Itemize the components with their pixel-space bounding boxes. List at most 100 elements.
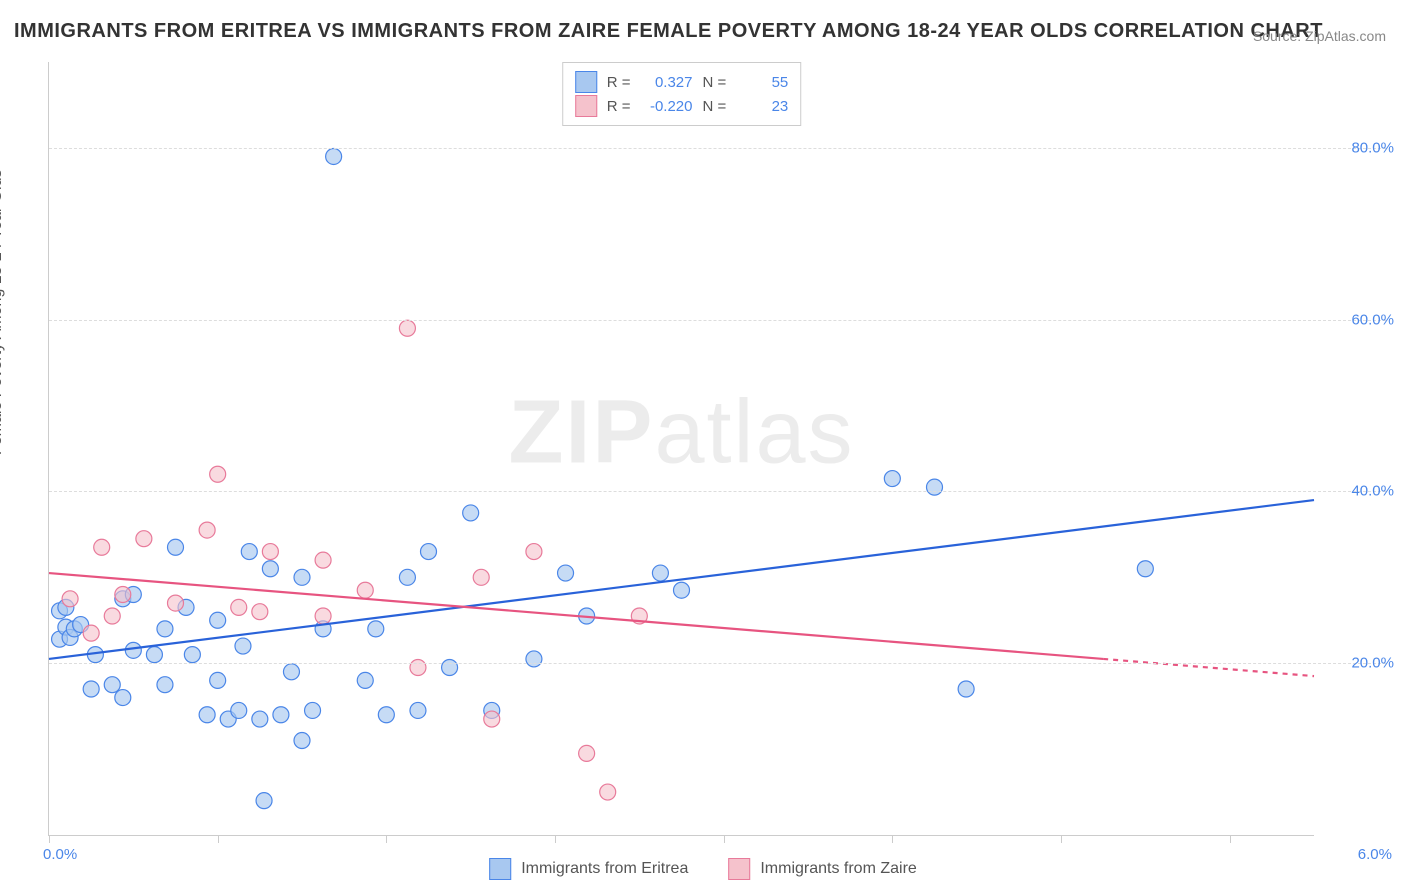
scatter-point: [958, 681, 974, 697]
scatter-point: [410, 660, 426, 676]
scatter-point: [115, 587, 131, 603]
y-axis-label: Female Poverty Among 18-24 Year Olds: [0, 170, 6, 456]
scatter-point: [262, 561, 278, 577]
x-tick: [724, 835, 725, 843]
scatter-point: [83, 625, 99, 641]
scatter-point: [927, 479, 943, 495]
source-label: Source: ZipAtlas.com: [1253, 28, 1386, 44]
y-tick-label: 20.0%: [1351, 655, 1394, 672]
scatter-point: [199, 707, 215, 723]
x-tick: [1061, 835, 1062, 843]
x-max-label: 6.0%: [1358, 846, 1392, 863]
stats-row-eritrea: R = 0.327 N = 55: [575, 71, 789, 93]
r-value-eritrea: 0.327: [641, 74, 693, 91]
n-label: N =: [703, 98, 727, 115]
r-label: R =: [607, 74, 631, 91]
scatter-point: [231, 599, 247, 615]
scatter-point: [463, 505, 479, 521]
grid-line: [49, 148, 1386, 149]
legend-item-zaire: Immigrants from Zaire: [728, 858, 916, 880]
swatch-zaire: [575, 95, 597, 117]
x-tick: [1230, 835, 1231, 843]
scatter-point: [241, 544, 257, 560]
scatter-point: [168, 595, 184, 611]
y-tick-label: 60.0%: [1351, 311, 1394, 328]
scatter-point: [125, 642, 141, 658]
scatter-point: [410, 702, 426, 718]
x-tick: [386, 835, 387, 843]
stats-legend: R = 0.327 N = 55 R = -0.220 N = 23: [562, 62, 802, 126]
x-tick: [555, 835, 556, 843]
correlation-chart: IMMIGRANTS FROM ERITREA VS IMMIGRANTS FR…: [0, 0, 1406, 892]
stats-row-zaire: R = -0.220 N = 23: [575, 95, 789, 117]
scatter-point: [315, 552, 331, 568]
scatter-point: [273, 707, 289, 723]
scatter-point: [442, 660, 458, 676]
scatter-point: [326, 148, 342, 164]
scatter-point: [252, 604, 268, 620]
scatter-point: [104, 677, 120, 693]
scatter-point: [235, 638, 251, 654]
legend-label: Immigrants from Zaire: [760, 860, 916, 878]
scatter-point: [305, 702, 321, 718]
scatter-point: [62, 591, 78, 607]
x-tick: [49, 835, 50, 843]
n-value-eritrea: 55: [736, 74, 788, 91]
scatter-point: [579, 745, 595, 761]
scatter-point: [357, 672, 373, 688]
scatter-point: [368, 621, 384, 637]
grid-line: [49, 320, 1386, 321]
chart-title: IMMIGRANTS FROM ERITREA VS IMMIGRANTS FR…: [14, 20, 1323, 43]
y-tick-label: 80.0%: [1351, 139, 1394, 156]
scatter-point: [526, 651, 542, 667]
scatter-point: [674, 582, 690, 598]
x-tick: [218, 835, 219, 843]
scatter-point: [558, 565, 574, 581]
scatter-point: [357, 582, 373, 598]
scatter-point: [884, 471, 900, 487]
scatter-point: [157, 677, 173, 693]
plot-area: ZIPatlas R = 0.327 N = 55 R = -0.220 N =…: [48, 62, 1314, 836]
grid-line: [49, 663, 1386, 664]
grid-line: [49, 491, 1386, 492]
scatter-point: [256, 793, 272, 809]
legend-item-eritrea: Immigrants from Eritrea: [489, 858, 688, 880]
swatch-zaire: [728, 858, 750, 880]
trend-line: [49, 573, 1103, 659]
scatter-point: [184, 647, 200, 663]
scatter-point: [600, 784, 616, 800]
scatter-point: [104, 608, 120, 624]
scatter-point: [652, 565, 668, 581]
trend-line-extension: [1103, 659, 1314, 676]
scatter-point: [294, 569, 310, 585]
scatter-point: [115, 690, 131, 706]
n-label: N =: [703, 74, 727, 91]
r-value-zaire: -0.220: [641, 98, 693, 115]
scatter-point: [399, 569, 415, 585]
scatter-point: [94, 539, 110, 555]
scatter-point: [421, 544, 437, 560]
legend-label: Immigrants from Eritrea: [521, 860, 688, 878]
scatter-plot-svg: [49, 62, 1314, 835]
scatter-point: [294, 733, 310, 749]
scatter-point: [262, 544, 278, 560]
x-min-label: 0.0%: [43, 846, 77, 863]
swatch-eritrea: [575, 71, 597, 93]
scatter-point: [315, 608, 331, 624]
swatch-eritrea: [489, 858, 511, 880]
scatter-point: [526, 544, 542, 560]
x-tick: [892, 835, 893, 843]
scatter-point: [473, 569, 489, 585]
scatter-point: [283, 664, 299, 680]
scatter-point: [399, 320, 415, 336]
scatter-point: [231, 702, 247, 718]
scatter-point: [83, 681, 99, 697]
scatter-point: [136, 531, 152, 547]
scatter-point: [168, 539, 184, 555]
scatter-point: [210, 612, 226, 628]
scatter-point: [378, 707, 394, 723]
bottom-legend: Immigrants from Eritrea Immigrants from …: [489, 858, 917, 880]
trend-line: [49, 500, 1314, 659]
scatter-point: [210, 672, 226, 688]
scatter-point: [1137, 561, 1153, 577]
